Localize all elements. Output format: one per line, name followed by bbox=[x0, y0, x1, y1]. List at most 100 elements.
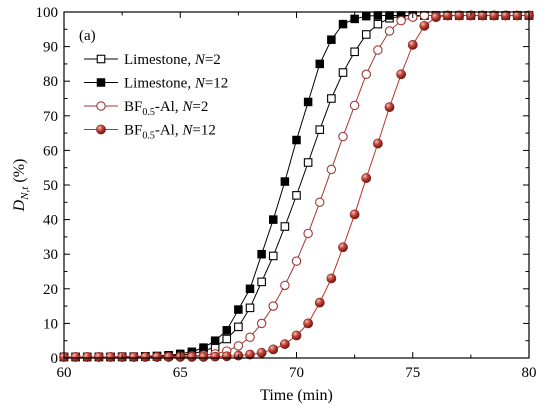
legend-label-italic: N bbox=[181, 99, 193, 115]
x-tick-label: 80 bbox=[522, 365, 537, 381]
legend-item: Limestone, N=12 bbox=[84, 76, 228, 92]
data-point bbox=[314, 297, 325, 308]
data-point bbox=[82, 352, 93, 362]
data-point bbox=[292, 135, 301, 145]
data-point bbox=[385, 11, 394, 20]
legend-swatch-marker bbox=[96, 78, 106, 87]
data-point bbox=[361, 30, 371, 39]
data-point bbox=[327, 94, 336, 103]
legend-label-text: Limestone, bbox=[124, 76, 195, 92]
data-point bbox=[257, 249, 266, 259]
data-point bbox=[140, 352, 151, 362]
data-point bbox=[222, 334, 232, 344]
data-point bbox=[338, 242, 348, 253]
y-axis-title: DN,t (%) bbox=[11, 159, 31, 213]
legend-label-text: BF bbox=[124, 99, 142, 115]
data-point bbox=[234, 322, 243, 332]
legend-swatch-marker bbox=[96, 54, 106, 64]
data-point bbox=[279, 339, 290, 350]
legend-label-text: -Al, bbox=[155, 123, 183, 139]
data-point bbox=[234, 305, 243, 314]
y-tick-label: 30 bbox=[43, 247, 58, 263]
legend-label-italic: N bbox=[194, 76, 206, 92]
data-point bbox=[163, 352, 174, 362]
data-point bbox=[314, 197, 325, 208]
data-point bbox=[210, 351, 221, 362]
y-axis-title-symbol: D bbox=[11, 199, 28, 212]
series-4 bbox=[59, 10, 534, 362]
data-point bbox=[128, 352, 139, 362]
data-point bbox=[350, 47, 359, 57]
legend-item: Limestone, N=2 bbox=[84, 52, 221, 68]
data-point bbox=[338, 131, 348, 142]
data-point bbox=[349, 209, 360, 220]
data-point bbox=[222, 326, 231, 335]
legend-label-text: BF bbox=[124, 123, 142, 139]
data-point bbox=[70, 352, 81, 362]
y-tick-label: 60 bbox=[43, 143, 58, 159]
data-point bbox=[221, 351, 232, 362]
legend-label-text: =12 bbox=[192, 123, 215, 139]
legend-label-subscript: 0.5 bbox=[142, 107, 155, 118]
data-point bbox=[280, 222, 290, 231]
data-point bbox=[442, 10, 453, 21]
legend-label-italic: N bbox=[181, 123, 193, 139]
y-tick-label: 100 bbox=[36, 5, 59, 21]
data-point bbox=[361, 173, 372, 183]
data-point bbox=[349, 100, 360, 111]
data-point bbox=[186, 352, 197, 362]
data-point bbox=[210, 336, 220, 345]
legend-label: BF0.5-Al, N=12 bbox=[124, 123, 216, 142]
data-point bbox=[268, 344, 279, 355]
data-point bbox=[361, 69, 371, 80]
data-point bbox=[373, 19, 383, 29]
data-point bbox=[292, 191, 301, 200]
data-point bbox=[268, 301, 278, 311]
legend-label: Limestone, N=12 bbox=[124, 76, 228, 92]
y-axis-title-subscript: N,t bbox=[19, 186, 31, 201]
panel-label: (a) bbox=[79, 28, 96, 44]
data-point bbox=[489, 10, 500, 21]
data-point bbox=[384, 102, 395, 113]
x-axis-title: Time (min) bbox=[260, 387, 333, 404]
data-point bbox=[396, 15, 406, 26]
data-point bbox=[269, 215, 278, 224]
legend-swatch-marker bbox=[96, 101, 106, 111]
legend-label-text: =2 bbox=[205, 52, 221, 68]
data-point bbox=[315, 125, 325, 134]
data-point bbox=[291, 330, 302, 341]
data-point bbox=[477, 10, 488, 21]
data-point bbox=[245, 303, 255, 313]
data-point bbox=[256, 347, 267, 358]
data-point bbox=[245, 284, 255, 294]
data-point bbox=[407, 39, 418, 50]
data-point bbox=[326, 164, 337, 175]
legend-label: Limestone, N=2 bbox=[124, 52, 221, 68]
y-axis-title-unit: (%) bbox=[11, 159, 28, 187]
y-tick-label: 20 bbox=[43, 282, 58, 298]
data-point bbox=[291, 256, 302, 266]
y-tick-label: 90 bbox=[43, 40, 58, 56]
data-point bbox=[256, 318, 267, 329]
data-point bbox=[280, 177, 290, 186]
data-point bbox=[93, 352, 104, 362]
y-tick-label: 80 bbox=[43, 74, 58, 90]
data-point bbox=[327, 35, 336, 44]
data-point bbox=[268, 251, 278, 261]
data-point bbox=[373, 11, 383, 20]
data-point bbox=[431, 12, 441, 23]
data-point bbox=[419, 10, 430, 21]
legend-label: BF0.5-Al, N=2 bbox=[124, 99, 208, 118]
data-point bbox=[419, 20, 430, 31]
legend-swatch-marker bbox=[96, 124, 106, 135]
data-point bbox=[362, 11, 371, 21]
data-point bbox=[303, 318, 314, 329]
y-tick-label: 70 bbox=[43, 109, 58, 125]
data-point bbox=[315, 59, 324, 69]
legend-item: BF0.5-Al, N=12 bbox=[84, 123, 216, 142]
data-point bbox=[198, 352, 209, 362]
legend-label-text: =2 bbox=[192, 99, 208, 115]
data-point bbox=[384, 26, 395, 36]
